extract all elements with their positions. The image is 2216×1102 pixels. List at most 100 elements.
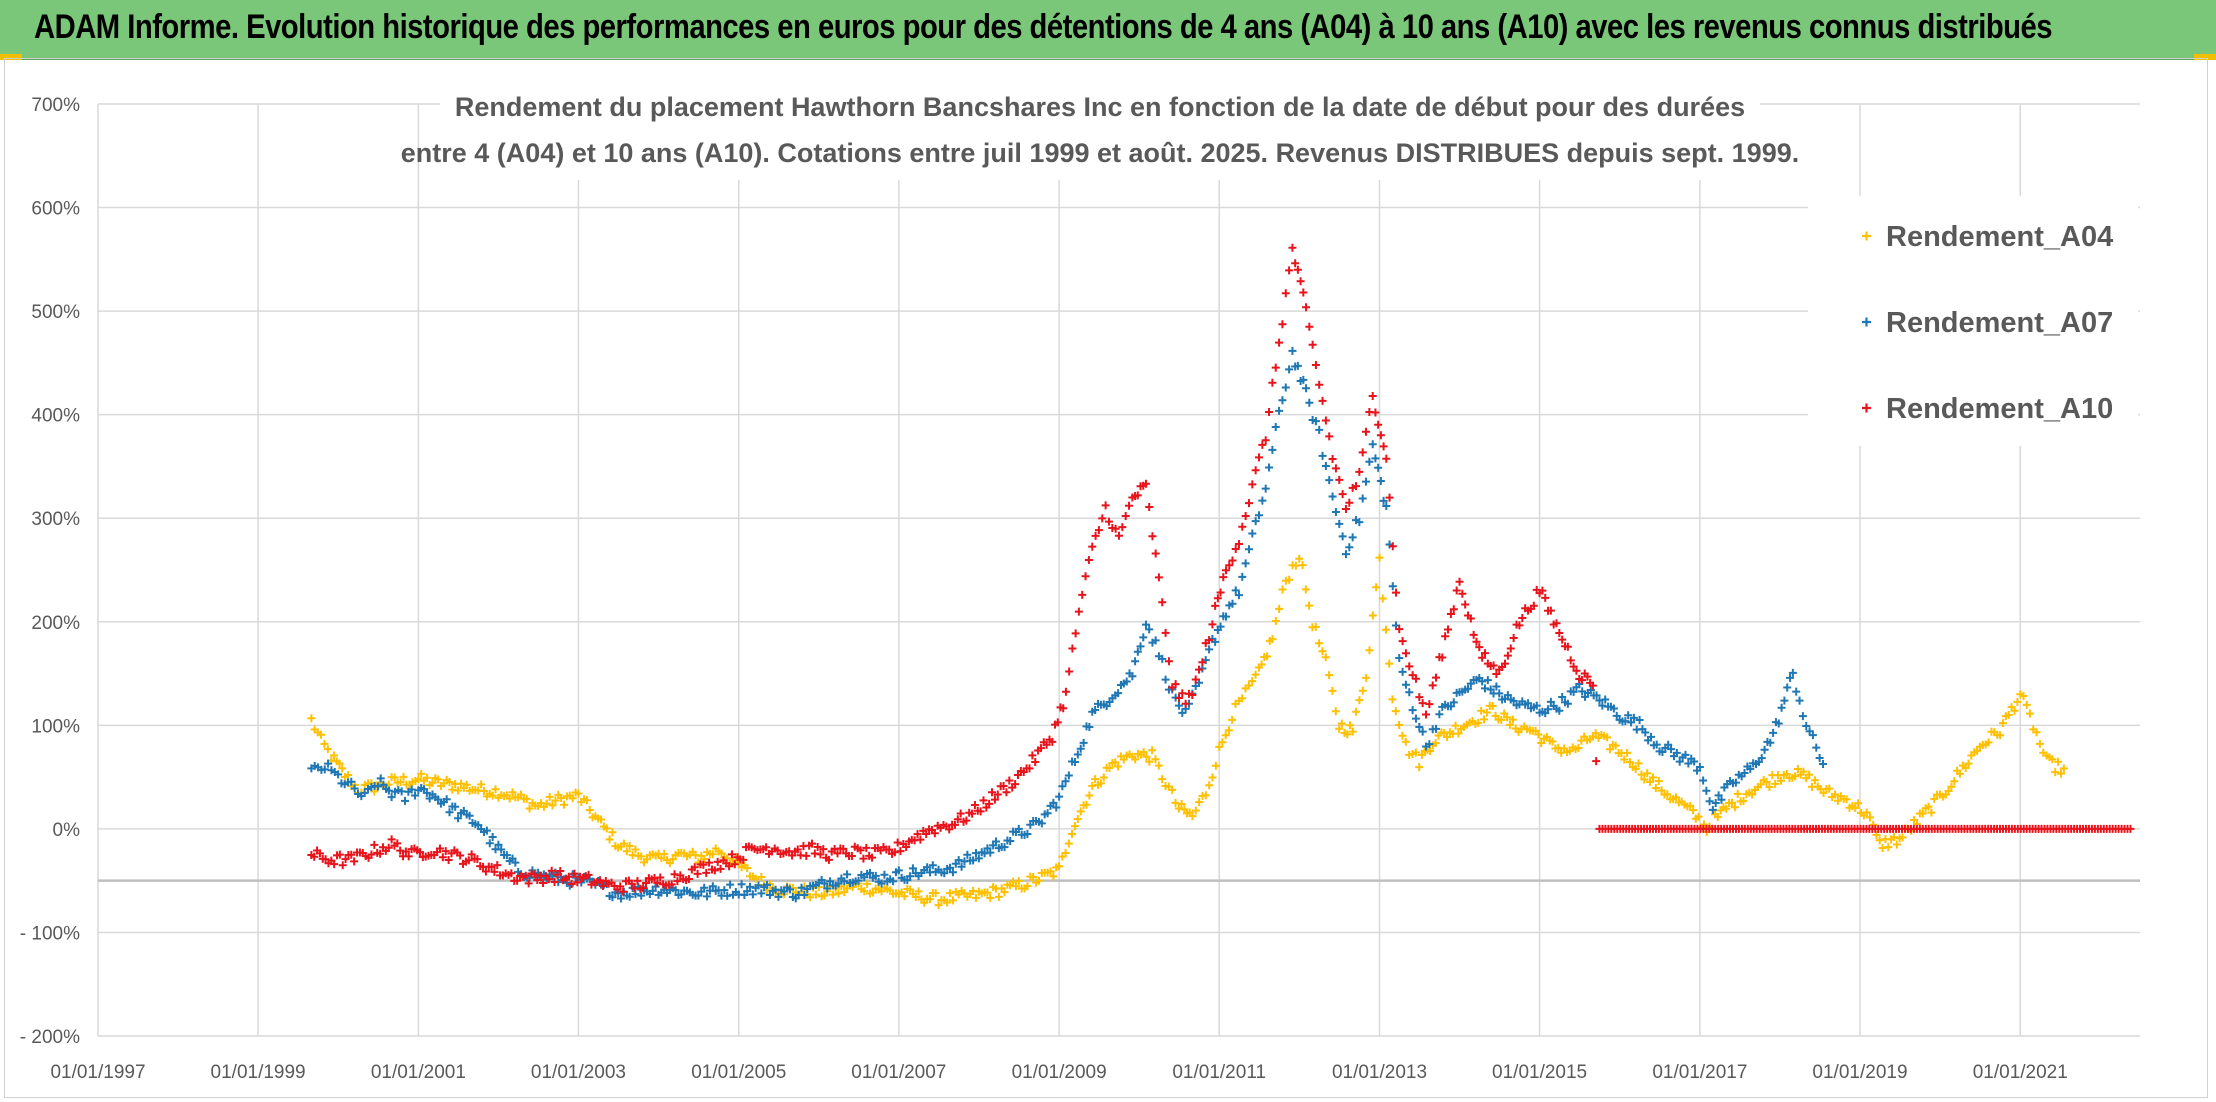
data-point <box>1011 780 1020 789</box>
data-point <box>1088 542 1097 551</box>
data-point <box>1348 727 1357 736</box>
data-point <box>820 891 829 900</box>
data-point <box>350 784 359 793</box>
data-point <box>1145 503 1154 512</box>
data-point <box>462 780 471 789</box>
data-point <box>1727 798 1736 807</box>
data-point <box>1503 713 1512 722</box>
data-point <box>568 794 577 803</box>
data-point <box>720 886 729 895</box>
data-point <box>1338 490 1347 499</box>
data-point <box>1819 760 1828 769</box>
legend-label: Rendement_A07 <box>1886 307 2113 339</box>
y-tick-label: 700% <box>31 95 80 116</box>
data-point <box>1927 808 1936 817</box>
data-point <box>1918 809 1927 818</box>
data-point <box>464 856 473 865</box>
data-point <box>1302 303 1311 312</box>
data-point <box>1048 737 1057 746</box>
data-point <box>1238 694 1247 703</box>
data-point <box>702 868 711 877</box>
data-point <box>605 835 614 844</box>
data-point <box>1257 660 1266 669</box>
data-point <box>726 880 735 889</box>
data-point <box>1328 455 1337 464</box>
data-point <box>843 870 852 879</box>
data-point <box>1889 833 1898 842</box>
data-point <box>1851 803 1860 812</box>
data-point <box>2048 755 2057 764</box>
y-tick-label: 200% <box>31 613 80 634</box>
data-point <box>1541 593 1550 602</box>
data-point <box>856 846 865 855</box>
data-point <box>1099 773 1108 782</box>
data-point <box>1392 588 1401 597</box>
data-point <box>1352 707 1361 716</box>
data-point <box>1148 746 1157 755</box>
data-point <box>1205 645 1214 654</box>
data-point <box>1730 803 1739 812</box>
data-point <box>1071 629 1080 638</box>
data-point <box>1667 745 1676 754</box>
data-point <box>1278 585 1287 594</box>
data-point <box>1641 728 1650 737</box>
data-point <box>1171 680 1180 689</box>
data-point <box>1382 454 1391 463</box>
data-point <box>1358 494 1367 503</box>
data-point <box>1415 722 1424 731</box>
data-point <box>1376 431 1385 440</box>
data-point <box>1161 628 1170 637</box>
data-point <box>1663 790 1672 799</box>
data-point <box>1180 805 1189 814</box>
data-point <box>1036 744 1045 753</box>
data-point <box>1023 882 1032 891</box>
data-point <box>1358 686 1367 695</box>
data-point <box>525 804 534 813</box>
data-point <box>1055 862 1064 871</box>
data-point <box>940 869 949 878</box>
data-point <box>341 855 350 864</box>
data-point <box>990 795 999 804</box>
data-point <box>730 860 739 869</box>
data-point <box>1469 630 1478 639</box>
data-point <box>1251 670 1260 679</box>
data-point <box>1265 407 1274 416</box>
data-point <box>1345 498 1354 507</box>
data-point <box>1572 666 1581 675</box>
data-point <box>1385 659 1394 668</box>
data-point <box>2025 709 2034 718</box>
data-point <box>648 886 657 895</box>
data-point <box>1477 706 1486 715</box>
x-tick-label: 01/01/2017 <box>1652 1062 1747 1083</box>
data-point <box>1070 758 1079 767</box>
data-point <box>1064 771 1073 780</box>
data-point <box>1085 791 1094 800</box>
data-point <box>1689 806 1698 815</box>
data-point <box>1783 683 1792 692</box>
data-point <box>1181 699 1190 708</box>
data-point <box>573 878 582 887</box>
data-point <box>1699 776 1708 785</box>
data-point <box>633 876 642 885</box>
data-point <box>1592 691 1601 700</box>
data-point <box>374 782 383 791</box>
x-tick-label: 01/01/2001 <box>371 1062 466 1083</box>
x-tick-label: 01/01/2007 <box>851 1062 946 1083</box>
data-point <box>1288 243 1297 252</box>
data-point <box>533 875 542 884</box>
data-point <box>1405 662 1414 671</box>
data-point <box>639 883 648 892</box>
data-point <box>1672 748 1681 757</box>
data-point <box>743 887 752 896</box>
data-point <box>1509 633 1518 642</box>
data-point <box>1188 812 1197 821</box>
data-point <box>993 790 1002 799</box>
data-point <box>1506 644 1515 653</box>
data-point <box>1076 807 1085 816</box>
data-point <box>1115 531 1123 540</box>
chart-frame <box>4 58 2208 1098</box>
data-point <box>1548 737 1557 746</box>
data-point <box>1415 693 1424 702</box>
data-point <box>2051 768 2060 777</box>
data-point <box>948 896 957 905</box>
